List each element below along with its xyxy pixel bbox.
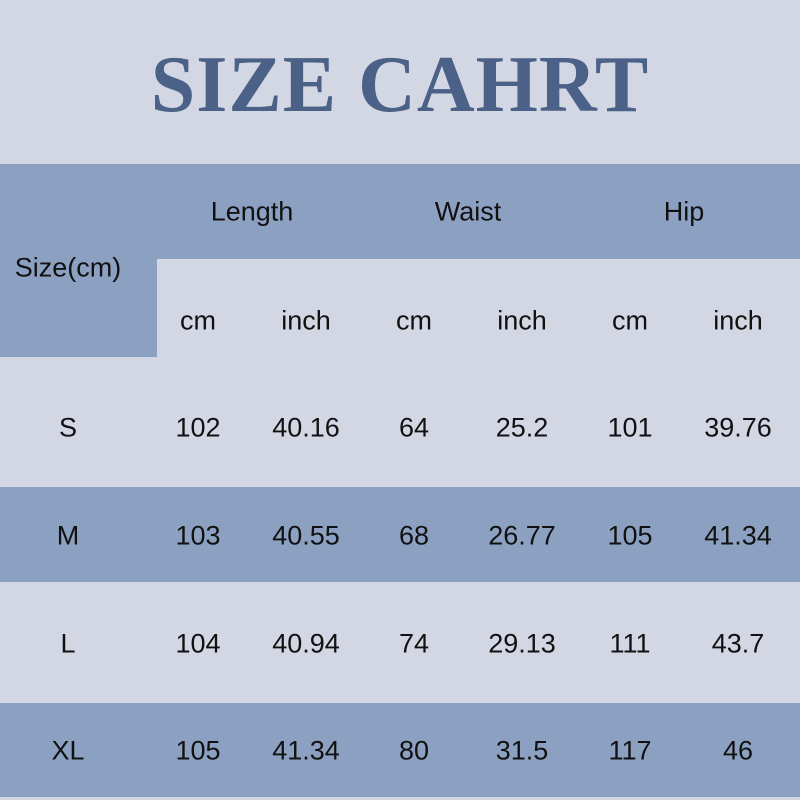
value-cell: 46 bbox=[722, 735, 754, 766]
size-cell: M bbox=[56, 520, 80, 551]
unit-header: cm bbox=[612, 305, 648, 336]
value-cell: 26.77 bbox=[488, 520, 556, 551]
value-cell: 74 bbox=[398, 628, 430, 659]
value-cell: 117 bbox=[608, 735, 652, 766]
value-cell: 68 bbox=[398, 520, 430, 551]
unit-header: inch bbox=[713, 305, 763, 336]
size-column-header: Size(cm) bbox=[14, 252, 122, 283]
value-cell: 39.76 bbox=[704, 412, 772, 443]
chart-title: SIZE CAHRT bbox=[150, 41, 650, 129]
group-header-length: Length bbox=[210, 196, 294, 227]
unit-header: cm bbox=[180, 305, 216, 336]
group-header-waist: Waist bbox=[434, 196, 502, 227]
unit-header: cm bbox=[396, 305, 432, 336]
value-cell: 40.55 bbox=[272, 520, 340, 551]
row-band-xl bbox=[0, 703, 800, 797]
value-cell: 43.7 bbox=[711, 628, 765, 659]
value-cell: 40.94 bbox=[272, 628, 340, 659]
size-cell: S bbox=[58, 412, 78, 443]
value-cell: 105 bbox=[175, 735, 221, 766]
value-cell: 41.34 bbox=[272, 735, 340, 766]
value-cell: 40.16 bbox=[272, 412, 340, 443]
value-cell: 64 bbox=[398, 412, 430, 443]
value-cell: 41.34 bbox=[704, 520, 772, 551]
value-cell: 104 bbox=[175, 628, 221, 659]
row-band-m bbox=[0, 487, 800, 582]
value-cell: 105 bbox=[607, 520, 653, 551]
group-header-hip: Hip bbox=[663, 196, 705, 227]
value-cell: 31.5 bbox=[495, 735, 549, 766]
value-cell: 111 bbox=[609, 628, 651, 659]
value-cell: 80 bbox=[398, 735, 430, 766]
value-cell: 103 bbox=[175, 520, 221, 551]
unit-header: inch bbox=[281, 305, 331, 336]
size-cell: L bbox=[60, 628, 76, 659]
value-cell: 101 bbox=[607, 412, 653, 443]
size-header-cell bbox=[0, 259, 157, 357]
value-cell: 25.2 bbox=[495, 412, 549, 443]
size-cell: XL bbox=[51, 735, 85, 766]
header-band bbox=[0, 164, 800, 259]
value-cell: 102 bbox=[175, 412, 221, 443]
value-cell: 29.13 bbox=[488, 628, 556, 659]
unit-header: inch bbox=[497, 305, 547, 336]
